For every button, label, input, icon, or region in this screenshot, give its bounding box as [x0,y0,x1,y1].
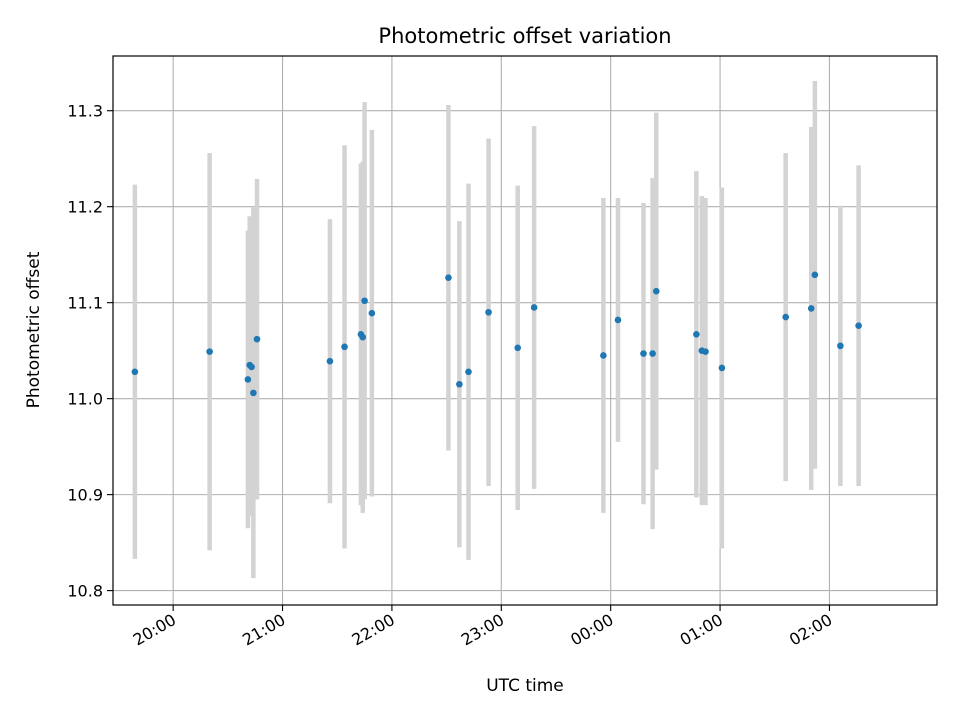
y-axis-label: Photometric offset [24,251,44,408]
data-point [600,352,607,359]
data-point [782,313,789,321]
data-points [131,271,862,397]
data-point [485,308,492,316]
data-point [326,357,334,365]
data-point [855,322,862,330]
y-tick-label: 10.9 [67,486,103,505]
data-point [368,309,376,317]
data-point [514,344,522,352]
data-point [244,376,252,383]
data-point [253,335,261,343]
chart-title: Photometric offset variation [378,24,671,48]
data-point [131,368,139,376]
data-point [341,343,348,351]
data-point [206,348,213,355]
data-point [807,305,815,312]
data-point [361,297,368,305]
data-point [445,274,452,282]
y-tick-label: 11.0 [67,390,103,409]
y-axis-ticks: 10.8 10.9 11.0 11.1 11.2 11.3 [67,102,113,601]
data-point [811,271,819,279]
data-point [465,368,472,376]
plot-frame [112,55,938,606]
data-point [250,389,257,397]
data-point [614,316,622,324]
y-tick-label: 11.2 [67,198,103,217]
data-point [702,348,709,355]
data-point [248,363,255,371]
y-tick-label: 10.8 [67,582,103,601]
data-point [837,342,844,350]
data-point [530,304,538,311]
data-point [649,350,656,357]
data-point [640,350,647,357]
data-point [652,287,660,295]
y-tick-label: 11.1 [67,294,103,313]
x-axis-label: UTC time [486,676,564,696]
data-point [718,364,726,372]
data-point [359,333,367,341]
data-point [456,380,463,388]
y-tick-label: 11.3 [67,102,103,121]
data-point [693,331,700,338]
